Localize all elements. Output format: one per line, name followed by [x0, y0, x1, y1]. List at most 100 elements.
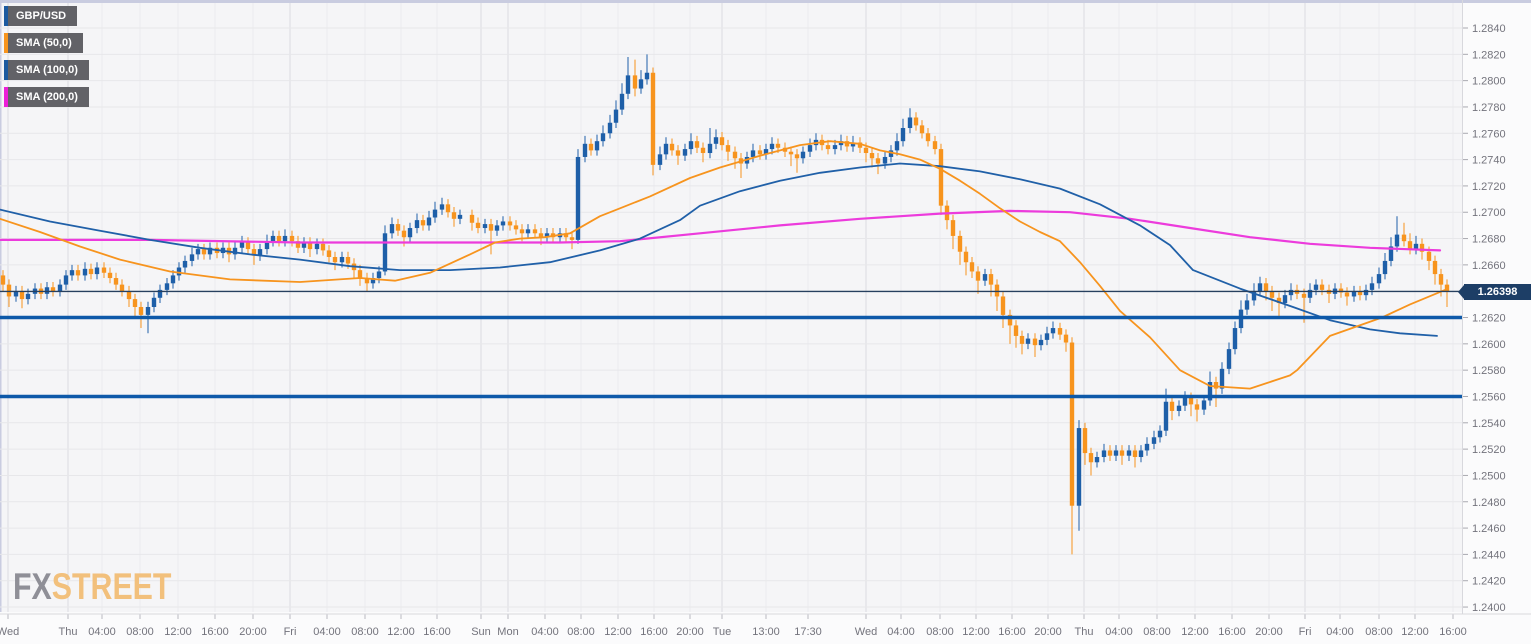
candle-down: [725, 145, 731, 152]
legend-badge-instrument[interactable]: GBP/USD: [4, 6, 78, 26]
candle-down: [307, 242, 313, 250]
candle-up: [1351, 291, 1357, 297]
candle-down: [395, 224, 401, 231]
candle-up: [264, 241, 270, 250]
candle-up: [1151, 437, 1157, 444]
y-axis-label: 1.2700: [1472, 207, 1506, 219]
y-axis-label: 1.2660: [1472, 260, 1506, 272]
candle-down: [88, 268, 94, 275]
candle-up: [69, 270, 75, 276]
candle-down: [1344, 292, 1350, 297]
candle-up: [1176, 405, 1182, 411]
candle-down: [1319, 284, 1325, 290]
candle-down: [0, 275, 6, 285]
x-axis-label: 12:00: [962, 626, 990, 638]
candle-up: [544, 233, 550, 238]
x-axis-label: 08:00: [1365, 626, 1393, 638]
x-axis-label: 13:00: [752, 626, 780, 638]
candle-down: [969, 262, 975, 272]
candle-up: [1126, 450, 1132, 456]
candle-down: [50, 287, 56, 292]
x-axis-label: 12:00: [1181, 626, 1209, 638]
candle-down: [420, 220, 426, 226]
legend-badge-sma50[interactable]: SMA (50,0): [4, 33, 83, 53]
x-axis-label: Fri: [284, 626, 297, 638]
candle-down: [857, 142, 863, 148]
chart-legend: GBP/USD SMA (50,0) SMA (100,0) SMA (200,…: [4, 6, 89, 114]
candle-down: [775, 143, 781, 148]
candlestick-series: [0, 54, 1450, 555]
candle-down: [1276, 297, 1282, 304]
x-axis-label: 04:00: [1326, 626, 1354, 638]
candle-up: [644, 72, 650, 80]
candle-down: [245, 242, 251, 250]
candle-up: [232, 247, 238, 255]
legend-badge-label: GBP/USD: [16, 10, 67, 22]
candle-up: [1226, 349, 1232, 369]
candle-down: [6, 284, 12, 297]
legend-badge-label: SMA (100,0): [16, 64, 78, 76]
current-price-badge: 1.26398: [1458, 284, 1531, 300]
candle-up: [800, 151, 806, 159]
candle-up: [894, 141, 900, 151]
candle-up: [389, 224, 395, 234]
candle-down: [732, 151, 738, 159]
candle-up: [1394, 234, 1400, 247]
candle-up: [1288, 289, 1294, 296]
candle-down: [1301, 293, 1307, 298]
top-border: [0, 0, 1531, 3]
candle-down: [569, 237, 575, 240]
candle-down: [719, 137, 725, 146]
candle-up: [189, 254, 195, 261]
candle-up: [1157, 430, 1163, 438]
candle-down: [1063, 334, 1069, 343]
candle-up: [907, 117, 913, 129]
candle-up: [1113, 450, 1119, 456]
candle-up: [769, 143, 775, 150]
candle-up: [13, 291, 19, 297]
candle-down: [532, 229, 538, 234]
candle-up: [1025, 338, 1031, 344]
y-axis-label: 1.2480: [1472, 497, 1506, 509]
candle-up: [525, 229, 531, 234]
candle-down: [276, 235, 282, 242]
candle-up: [657, 154, 663, 165]
x-axis-label: Sun: [471, 626, 491, 638]
candle-up: [195, 249, 201, 255]
y-axis-label: 1.2400: [1472, 602, 1506, 614]
x-axis-label: 04:00: [313, 626, 341, 638]
candle-down: [113, 278, 119, 285]
candle-up: [1382, 260, 1388, 275]
candle-down: [320, 243, 326, 251]
candle-up: [1144, 443, 1150, 451]
candle-up: [1219, 368, 1225, 389]
y-axis-label: 1.2440: [1472, 549, 1506, 561]
y-axis-label: 1.2540: [1472, 418, 1506, 430]
x-axis-label: 20:00: [239, 626, 267, 638]
y-axis-label: 1.2800: [1472, 76, 1506, 88]
candle-down: [588, 143, 594, 151]
candle-up: [619, 93, 625, 110]
candle-down: [869, 153, 875, 159]
candle-up: [663, 143, 669, 155]
candle-down: [757, 150, 763, 155]
legend-badge-sma200[interactable]: SMA (200,0): [4, 87, 89, 107]
x-axis-label: Thu: [1075, 626, 1094, 638]
x-axis-label: 04:00: [887, 626, 915, 638]
candle-down: [19, 291, 25, 300]
candle-up: [713, 137, 719, 144]
candle-down: [925, 133, 931, 142]
y-axis-label: 1.2840: [1472, 23, 1506, 35]
x-axis-label: 16:00: [1439, 626, 1467, 638]
legend-badge-sma100[interactable]: SMA (100,0): [4, 60, 89, 80]
candle-down: [295, 241, 301, 248]
candle-up: [457, 214, 463, 219]
candle-down: [863, 147, 869, 154]
sma-line-1000: [0, 162, 1438, 337]
candle-down: [1269, 291, 1275, 298]
plot-background[interactable]: [0, 3, 1462, 612]
candle-down: [507, 221, 513, 226]
candle-up: [370, 278, 376, 284]
